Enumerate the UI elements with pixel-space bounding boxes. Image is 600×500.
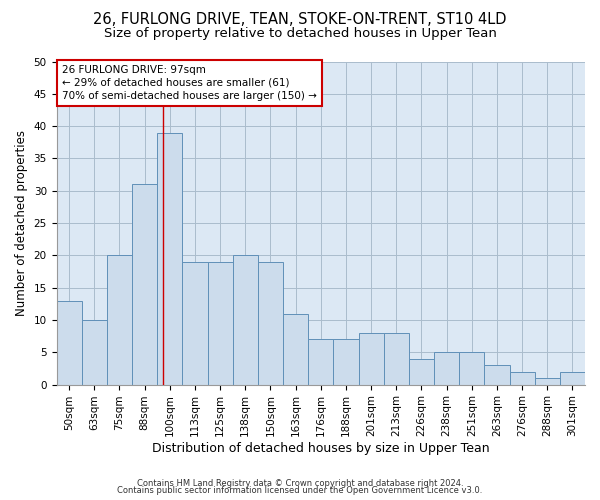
Bar (484, 365, 509, 384)
Bar (359, 333, 383, 384)
Bar (560, 372, 585, 384)
Bar (107, 256, 132, 384)
X-axis label: Distribution of detached houses by size in Upper Tean: Distribution of detached houses by size … (152, 442, 490, 455)
Bar (409, 358, 434, 384)
Text: 26 FURLONG DRIVE: 97sqm
← 29% of detached houses are smaller (61)
70% of semi-de: 26 FURLONG DRIVE: 97sqm ← 29% of detache… (62, 64, 317, 101)
Text: Contains HM Land Registry data © Crown copyright and database right 2024.: Contains HM Land Registry data © Crown c… (137, 478, 463, 488)
Bar (459, 352, 484, 384)
Text: Size of property relative to detached houses in Upper Tean: Size of property relative to detached ho… (104, 28, 496, 40)
Bar (434, 352, 459, 384)
Bar (56, 300, 82, 384)
Bar (82, 320, 107, 384)
Bar (308, 340, 334, 384)
Bar (334, 340, 359, 384)
Bar (157, 132, 182, 384)
Y-axis label: Number of detached properties: Number of detached properties (15, 130, 28, 316)
Bar (509, 372, 535, 384)
Text: Contains public sector information licensed under the Open Government Licence v3: Contains public sector information licen… (118, 486, 482, 495)
Bar (233, 256, 258, 384)
Bar (258, 262, 283, 384)
Bar (535, 378, 560, 384)
Bar (182, 262, 208, 384)
Text: 26, FURLONG DRIVE, TEAN, STOKE-ON-TRENT, ST10 4LD: 26, FURLONG DRIVE, TEAN, STOKE-ON-TRENT,… (93, 12, 507, 28)
Bar (132, 184, 157, 384)
Bar (283, 314, 308, 384)
Bar (383, 333, 409, 384)
Bar (208, 262, 233, 384)
